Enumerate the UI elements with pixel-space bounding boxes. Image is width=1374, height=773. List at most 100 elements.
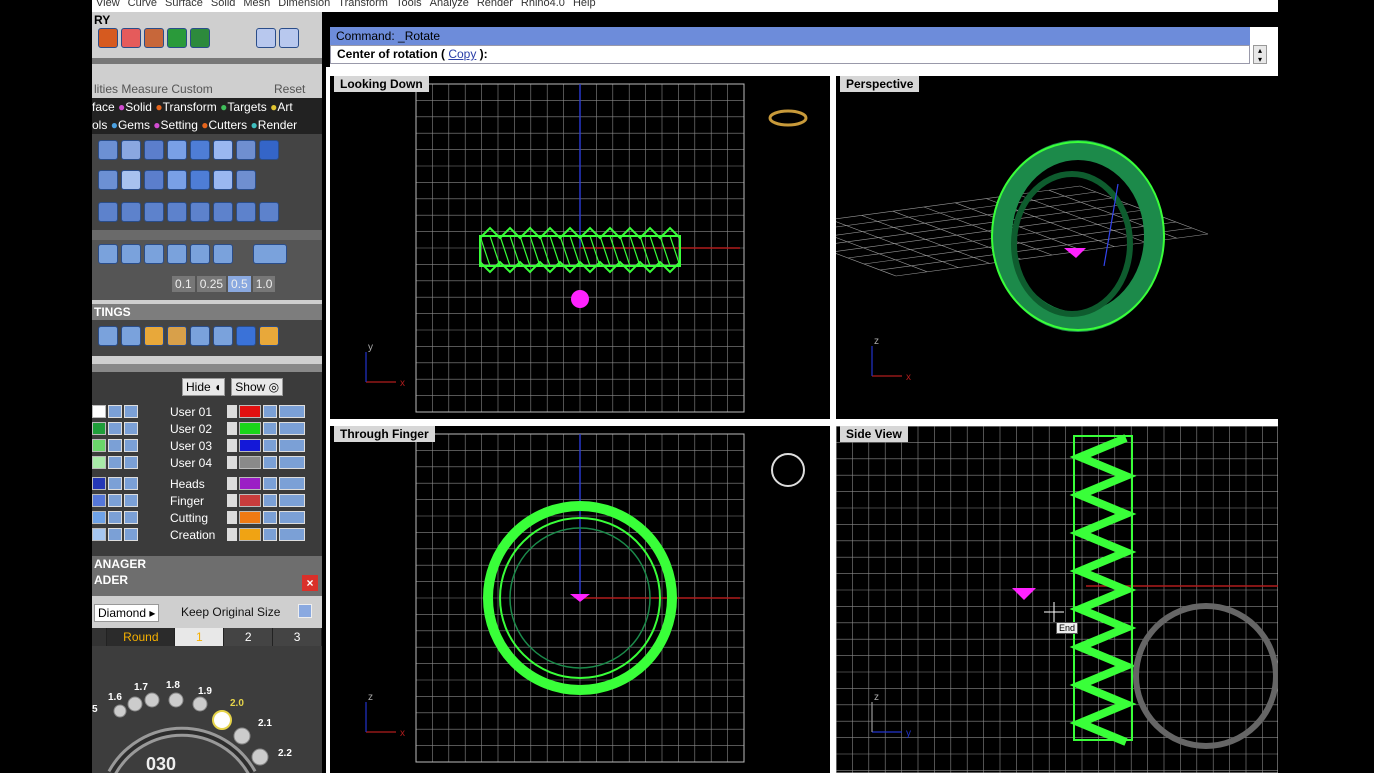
viewport-side-view[interactable]: Side View y z End — [836, 426, 1278, 773]
viewport-label[interactable]: Through Finger — [334, 426, 435, 442]
layer-color-swatch[interactable] — [239, 439, 261, 452]
globe-icon[interactable] — [259, 202, 279, 222]
layer-expand-icon[interactable] — [227, 422, 237, 435]
menu-item-render[interactable]: Render — [476, 0, 513, 9]
grid-value-1.0[interactable]: 1.0 — [252, 276, 276, 292]
tab-1[interactable]: 1 — [175, 628, 225, 646]
cat-art[interactable]: Art — [277, 100, 293, 114]
layer-row[interactable]: Cutting — [170, 510, 305, 525]
viewport-label[interactable]: Perspective — [840, 76, 920, 92]
tab-round[interactable]: Round — [107, 628, 176, 646]
snap-mid-icon[interactable] — [190, 244, 210, 264]
layer-row[interactable] — [92, 421, 138, 436]
layer-color-swatch[interactable] — [239, 477, 261, 490]
forward-arrow-icon[interactable] — [279, 28, 299, 48]
menu-item-help[interactable]: Help — [572, 0, 596, 9]
gem-tool-icon[interactable] — [144, 140, 164, 160]
viewport-label[interactable]: Side View — [840, 426, 908, 442]
lock-icon[interactable] — [108, 456, 122, 469]
gem-tool-icon[interactable] — [144, 170, 164, 190]
settings-icon[interactable] — [98, 326, 118, 346]
gem-tool-icon[interactable] — [236, 202, 256, 222]
gem-tool-icon[interactable] — [259, 140, 279, 160]
sphere-icon[interactable] — [236, 326, 256, 346]
diamond-select[interactable]: Diamond ▸ — [94, 604, 160, 622]
gem-size-point[interactable] — [127, 696, 143, 712]
layer-expand-icon[interactable] — [227, 494, 237, 507]
layer-expand-icon[interactable] — [227, 439, 237, 452]
lock-icon[interactable] — [108, 511, 122, 524]
tab-utilities[interactable]: lities — [94, 82, 119, 96]
lock-icon[interactable] — [263, 511, 277, 524]
layer-expand-icon[interactable] — [227, 477, 237, 490]
move-icon[interactable] — [121, 202, 141, 222]
gem-size-point[interactable] — [192, 696, 208, 712]
lock-icon[interactable] — [108, 422, 122, 435]
gem-tool-icon[interactable] — [98, 170, 118, 190]
lock-icon[interactable] — [263, 528, 277, 541]
layer-row[interactable]: User 04 — [170, 455, 305, 470]
snap-near-icon[interactable] — [167, 244, 187, 264]
layer-visible-toggle[interactable] — [124, 528, 138, 541]
menu-item-rhino40[interactable]: Rhino4.0 — [520, 0, 565, 9]
menu-item-view[interactable]: View — [96, 0, 120, 9]
layer-color-swatch[interactable] — [92, 405, 106, 418]
layer-color-swatch[interactable] — [239, 494, 261, 507]
gem-tool-icon[interactable] — [213, 202, 233, 222]
lock-icon[interactable] — [263, 494, 277, 507]
gem-tool-icon[interactable] — [121, 170, 141, 190]
lock-icon[interactable] — [263, 439, 277, 452]
lock-icon[interactable] — [263, 422, 277, 435]
layer-expand-icon[interactable] — [227, 528, 237, 541]
gem-tool-icon[interactable] — [236, 140, 256, 160]
gem-tool-icon[interactable] — [213, 170, 233, 190]
menu-item-dimension[interactable]: Dimension — [278, 0, 331, 9]
material-icon[interactable] — [144, 326, 164, 346]
gem-tool-icon[interactable] — [167, 140, 187, 160]
layer-row[interactable] — [92, 510, 138, 525]
layer-row[interactable] — [92, 476, 138, 491]
viewport-through-finger[interactable]: Through Finger x z — [330, 426, 830, 773]
gem-tool-icon[interactable] — [236, 170, 256, 190]
cat-gems[interactable]: Gems — [117, 118, 150, 132]
layer-visible-toggle[interactable] — [124, 405, 138, 418]
menu-item-surface[interactable]: Surface — [165, 0, 203, 9]
layer-color-swatch[interactable] — [92, 528, 106, 541]
layer-row[interactable] — [92, 527, 138, 542]
layer-color-swatch[interactable] — [239, 405, 261, 418]
command-prompt[interactable]: Center of rotation ( Copy ): — [330, 45, 1250, 64]
tab-3[interactable]: 3 — [273, 628, 322, 646]
layer-row[interactable] — [92, 493, 138, 508]
close-icon[interactable]: × — [302, 575, 318, 591]
copy-option[interactable]: Copy — [448, 47, 477, 61]
gem-size-point[interactable] — [233, 727, 251, 745]
tab-2[interactable]: 2 — [224, 628, 274, 646]
cat-render[interactable]: Render — [257, 118, 298, 132]
gem-tool-icon[interactable] — [121, 140, 141, 160]
light-icon[interactable] — [259, 326, 279, 346]
lock-icon[interactable] — [108, 528, 122, 541]
layer-visible-toggle[interactable] — [279, 477, 305, 490]
gem-size-point-selected[interactable] — [212, 710, 232, 730]
layer-visible-toggle[interactable] — [279, 528, 305, 541]
layer-color-swatch[interactable] — [92, 494, 106, 507]
gem-tool-icon[interactable] — [167, 170, 187, 190]
tab-custom[interactable]: Custom — [171, 82, 213, 96]
layer-color-swatch[interactable] — [92, 456, 106, 469]
menu-item-tools[interactable]: Tools — [395, 0, 422, 9]
cat-transform[interactable]: Transform — [162, 100, 217, 114]
edit-icon[interactable] — [121, 326, 141, 346]
layer-color-swatch[interactable] — [239, 528, 261, 541]
layer-row[interactable]: Creation — [170, 527, 305, 542]
layer-visible-toggle[interactable] — [279, 422, 305, 435]
layer-visible-toggle[interactable] — [279, 511, 305, 524]
gem-tool-icon[interactable] — [190, 140, 210, 160]
ortho-toggle[interactable] — [253, 244, 287, 264]
layer-visible-toggle[interactable] — [124, 456, 138, 469]
cat-cutters[interactable]: Cutters — [208, 118, 248, 132]
viewport-looking-down[interactable]: Looking Down x y — [330, 76, 830, 419]
layer-visible-toggle[interactable] — [124, 511, 138, 524]
cat-solid[interactable]: Solid — [125, 100, 152, 114]
menu-item-analyze[interactable]: Analyze — [429, 0, 469, 9]
gem-size-point[interactable] — [144, 692, 160, 708]
